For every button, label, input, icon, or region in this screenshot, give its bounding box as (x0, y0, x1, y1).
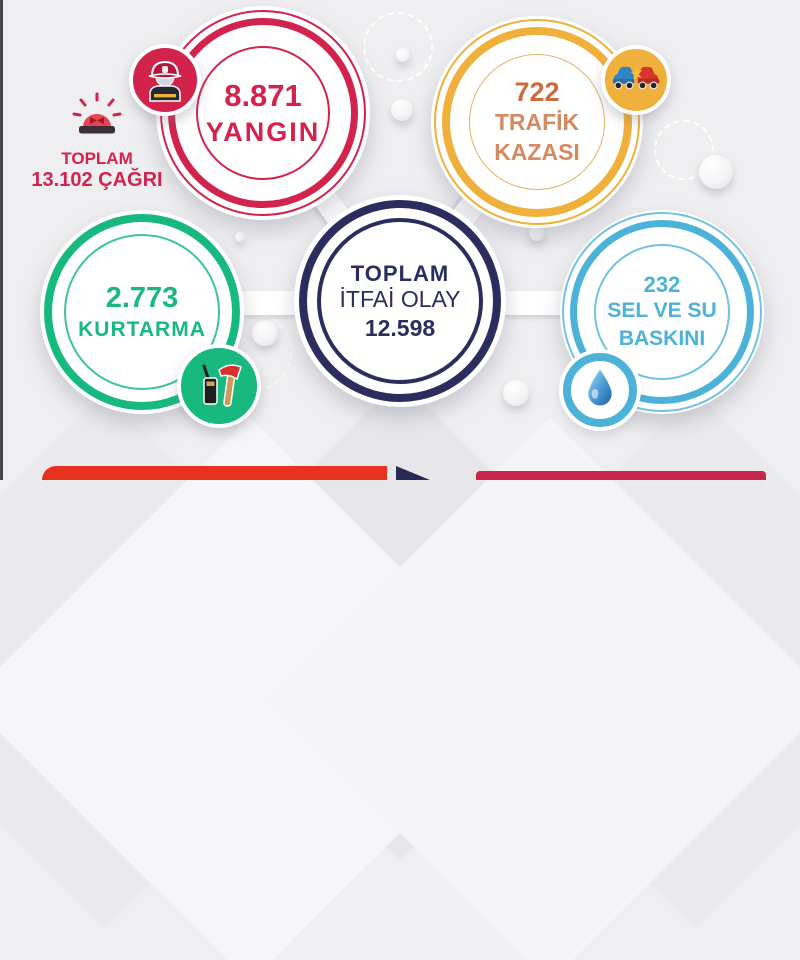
siren-icon (69, 92, 125, 142)
ring-decoration (469, 54, 605, 190)
firefighter-icon (141, 54, 189, 107)
ring-decoration (299, 200, 501, 402)
water-drop-badge (563, 353, 637, 427)
fire-count: 8.871 (224, 77, 302, 113)
infographic-canvas: 8.871 YANGIN 722 TRAFİK KAZASI TOPLAM İT… (0, 0, 766, 480)
bottom-red-bar (42, 466, 387, 480)
flood-count: 232 (643, 272, 681, 298)
total-incidents-count: 12.598 (364, 314, 436, 341)
car-crash-badge (601, 45, 671, 115)
water-drop-icon (585, 368, 615, 413)
sphere-decoration (252, 320, 278, 346)
sphere-decoration (699, 155, 733, 189)
ring-decoration (442, 27, 632, 217)
traffic-count: 722 (514, 76, 560, 107)
ring-decoration (317, 218, 483, 384)
fire-stat-circle: 8.871 YANGIN (156, 6, 370, 220)
dotted-circle-decoration (654, 120, 714, 180)
ring-decoration (196, 46, 330, 180)
ring-decoration (434, 19, 640, 225)
total-calls-count: 13.102 ÇAĞRI (31, 169, 163, 191)
left-edge-strip (0, 0, 3, 480)
traffic-stat-circle: 722 TRAFİK KAZASI (431, 16, 643, 228)
total-calls-block: TOPLAM 13.102 ÇAĞRI (22, 92, 172, 192)
sphere-decoration (396, 48, 410, 62)
ring-decoration (570, 220, 754, 404)
firefighter-badge (129, 44, 201, 116)
ring-decoration (562, 212, 762, 412)
car-crash-icon (610, 63, 662, 98)
traffic-label-line1: TRAFİK (494, 108, 580, 135)
ring-decoration (44, 214, 240, 410)
flood-label-line1: SEL VE SU (607, 299, 717, 323)
rescue-count: 2.773 (105, 281, 179, 314)
sphere-decoration (391, 99, 413, 121)
ring-decoration (594, 244, 730, 380)
axe-and-radio-icon (193, 358, 245, 415)
sphere-decoration (235, 232, 245, 242)
total-incidents-title: TOPLAM (350, 260, 450, 286)
sphere-decoration (503, 380, 529, 406)
ring-decoration (64, 234, 220, 390)
traffic-label-line2: KAZASI (494, 138, 580, 165)
dotted-circle-decoration (363, 12, 433, 82)
fire-label: YANGIN (205, 117, 321, 148)
bottom-crimson-bar (476, 471, 766, 480)
total-calls-title: TOPLAM (61, 149, 133, 168)
flood-label-line2: BASKINI (618, 326, 706, 350)
rescue-label: KURTARMA (78, 318, 206, 342)
rescue-tools-badge (177, 344, 261, 428)
sphere-decoration (529, 225, 545, 241)
rescue-stat-circle: 2.773 KURTARMA (40, 210, 244, 414)
total-incidents-subtitle: İTFAİ OLAY (339, 286, 461, 313)
total-incidents-circle: TOPLAM İTFAİ OLAY 12.598 (294, 195, 506, 407)
